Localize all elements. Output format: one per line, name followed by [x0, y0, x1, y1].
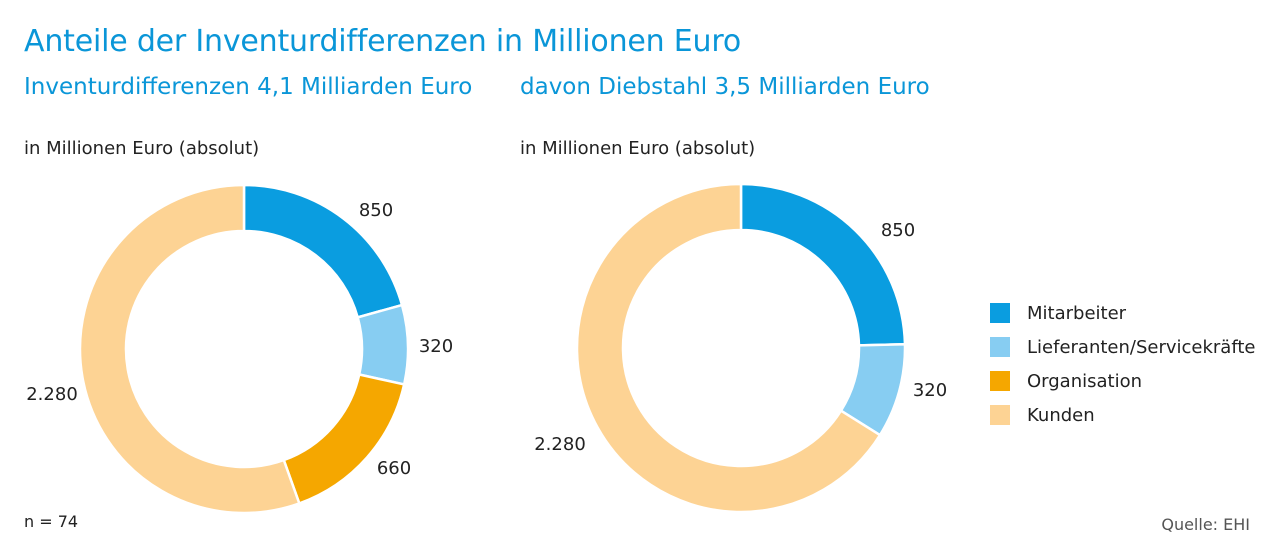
chart-2-unit-label: in Millionen Euro (absolut) [520, 138, 756, 159]
legend: Mitarbeiter Lieferanten/Servicekräfte Or… [990, 296, 1256, 432]
legend-swatch-lieferanten [990, 337, 1010, 357]
legend-swatch-organisation [990, 371, 1010, 391]
legend-label: Lieferanten/Servicekräfte [1027, 336, 1256, 358]
legend-swatch-kunden [990, 405, 1010, 425]
sample-size-note: n = 74 [24, 512, 79, 531]
chart-1-data-label: 660 [377, 458, 411, 479]
chart-1-slice-lieferanten-servicekr-fte [356, 303, 410, 386]
legend-item-kunden: Kunden [990, 398, 1256, 432]
legend-item-lieferanten: Lieferanten/Servicekräfte [990, 330, 1256, 364]
chart-title: Anteile der Inventurdifferenzen in Milli… [24, 24, 741, 59]
chart-2-data-label: 2.280 [534, 434, 586, 455]
chart-1-slice-kunden [78, 183, 301, 515]
legend-item-organisation: Organisation [990, 364, 1256, 398]
chart-2-subtitle: davon Diebstahl 3,5 Milliarden Euro [520, 74, 930, 100]
chart-1-data-label: 2.280 [26, 384, 78, 405]
legend-label: Kunden [1027, 404, 1095, 426]
chart-1-data-label: 850 [359, 200, 393, 221]
chart-2-data-label: 320 [913, 380, 947, 401]
chart-1-unit-label: in Millionen Euro (absolut) [24, 138, 260, 159]
chart-2-slice-kunden [575, 182, 882, 514]
chart-2-data-label: 850 [881, 220, 915, 241]
source-note: Quelle: EHI [1161, 515, 1250, 534]
legend-label: Organisation [1027, 370, 1143, 392]
chart-1-slice-organisation [282, 373, 406, 505]
chart-1-subtitle: Inventurdifferenzen 4,1 Milliarden Euro [24, 74, 473, 100]
legend-item-mitarbeiter: Mitarbeiter [990, 296, 1256, 330]
legend-label: Mitarbeiter [1027, 302, 1127, 324]
chart-2-slice-mitarbeiter [739, 182, 907, 347]
chart-1-data-label: 320 [419, 336, 453, 357]
legend-swatch-mitarbeiter [990, 303, 1010, 323]
